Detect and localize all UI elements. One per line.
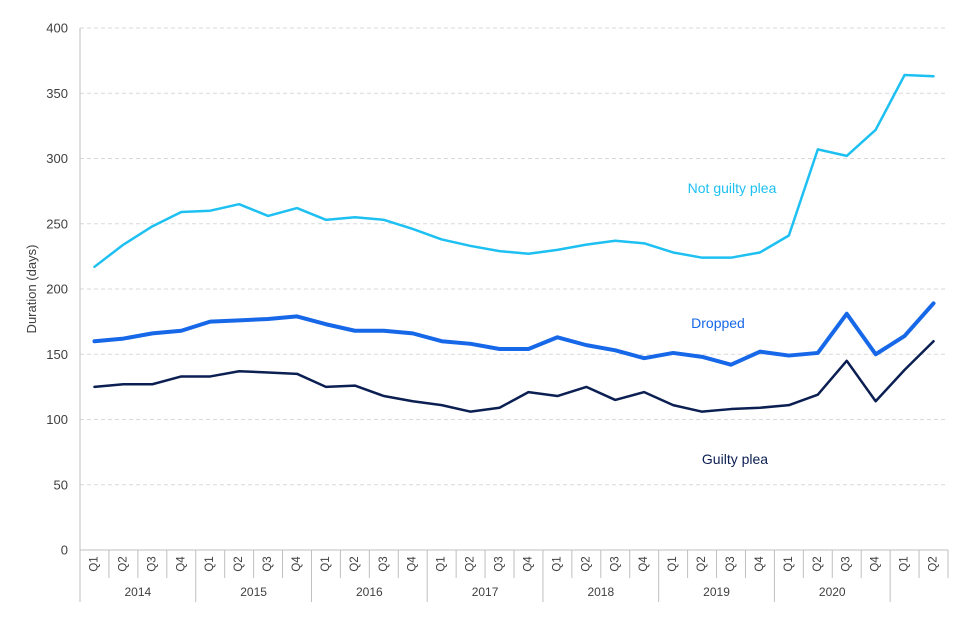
- x-tick-label-year: 2020: [819, 585, 846, 599]
- y-tick-label: 0: [61, 543, 68, 558]
- y-tick-label: 150: [46, 347, 68, 362]
- x-tick-label-quarter: Q4: [407, 556, 419, 572]
- y-tick-label: 100: [46, 412, 68, 427]
- x-tick-label-year: 2019: [703, 585, 730, 599]
- y-tick-label: 50: [54, 477, 68, 492]
- x-tick-label-quarter: Q4: [754, 556, 766, 572]
- x-tick-label-quarter: Q2: [696, 556, 708, 571]
- x-tick-label-quarter: Q3: [494, 556, 506, 571]
- x-tick-label-quarter: Q3: [146, 556, 158, 571]
- series-labels: Not guilty plea Dropped Guilty plea: [688, 180, 777, 467]
- x-tick-label-quarter: Q2: [349, 556, 361, 571]
- x-tick-label-quarter: Q1: [551, 556, 563, 571]
- x-tick-label-quarter: Q3: [262, 556, 274, 571]
- x-tick-label-year: 2017: [472, 585, 499, 599]
- y-tick-label: 400: [46, 21, 68, 36]
- x-tick-label-quarter: Q2: [812, 556, 824, 571]
- x-tick-label-year: 2015: [240, 585, 267, 599]
- x-tick-label-year: 2014: [125, 585, 152, 599]
- x-tick-label-quarter: Q1: [320, 556, 332, 571]
- series-line-not-guilty-plea: [93, 73, 935, 269]
- x-tick-label-quarter: Q4: [638, 556, 650, 572]
- x-tick-label-quarter: Q2: [117, 556, 129, 571]
- x-tick-label-quarter: Q4: [291, 556, 303, 572]
- x-tick-label-quarter: Q1: [899, 556, 911, 571]
- x-tick-label-quarter: Q3: [609, 556, 621, 571]
- series-line-guilty-plea: [93, 339, 935, 413]
- y-axis-title: Duration (days): [24, 245, 39, 334]
- x-tick-label-quarter: Q1: [783, 556, 795, 571]
- series-label-not-guilty-plea: Not guilty plea: [688, 180, 777, 196]
- gridlines: [80, 27, 948, 486]
- series-label-guilty-plea: Guilty plea: [702, 451, 768, 467]
- x-tick-label-quarter: Q2: [465, 556, 477, 571]
- x-tick-label-quarter: Q1: [204, 556, 216, 571]
- x-tick-label-quarter: Q1: [667, 556, 679, 571]
- y-tick-label: 300: [46, 151, 68, 166]
- x-tick-label-quarter: Q2: [233, 556, 245, 571]
- x-tick-label-quarter: Q1: [88, 556, 100, 571]
- y-tick-label: 250: [46, 216, 68, 231]
- x-tick-label-year: 2018: [587, 585, 614, 599]
- x-tick-label-quarter: Q4: [522, 556, 534, 572]
- x-tick-label-year: 2016: [356, 585, 383, 599]
- x-tick-label-quarter: Q2: [580, 556, 592, 571]
- series-lines: [92, 73, 936, 413]
- series-label-dropped: Dropped: [691, 315, 745, 331]
- x-tick-label-quarter: Q3: [725, 556, 737, 571]
- y-tick-label: 200: [46, 282, 68, 297]
- x-tick-label-quarter: Q2: [928, 556, 940, 571]
- x-tick-label-quarter: Q3: [841, 556, 853, 571]
- x-tick-label-quarter: Q3: [378, 556, 390, 571]
- x-tick-label-quarter: Q1: [436, 556, 448, 571]
- axes: 0 50 100 150 200 250 300 350 400 Q1 Q2 Q3 Q4 Q1 Q2 Q3 Q4…: [46, 21, 949, 602]
- y-tick-label: 350: [46, 86, 68, 101]
- series-line-dropped: [92, 301, 936, 367]
- x-tick-label-quarter: Q4: [870, 556, 882, 572]
- x-tick-label-quarter: Q4: [175, 556, 187, 572]
